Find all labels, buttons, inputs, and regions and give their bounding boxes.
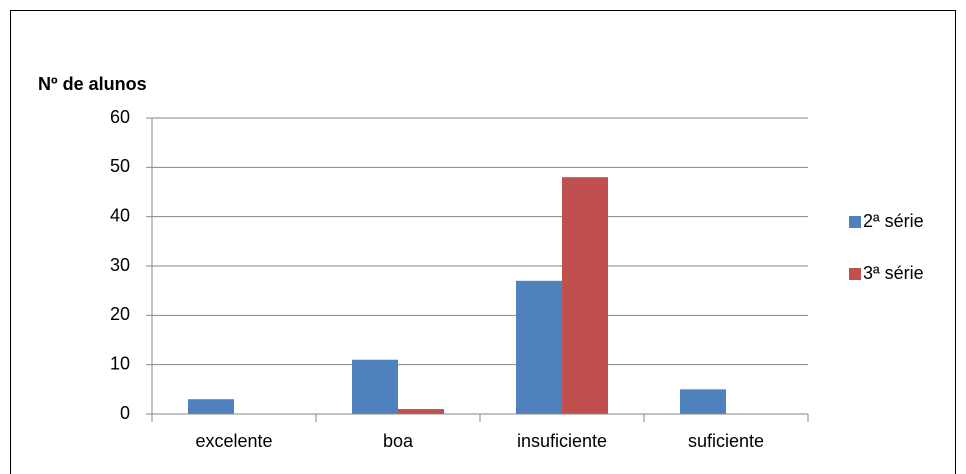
legend-label: 2ª série bbox=[863, 211, 924, 231]
y-tick-label: 30 bbox=[110, 255, 130, 275]
y-tick-label: 10 bbox=[110, 353, 130, 373]
y-tick-label: 40 bbox=[110, 205, 130, 225]
x-tick-label: suficiente bbox=[688, 431, 764, 451]
bar bbox=[398, 409, 444, 414]
legend-label: 3ª série bbox=[863, 263, 924, 283]
legend-swatch bbox=[849, 268, 861, 280]
chart-frame bbox=[10, 10, 956, 474]
x-tick-label: boa bbox=[383, 431, 414, 451]
bar bbox=[562, 177, 608, 414]
bar bbox=[680, 389, 726, 414]
y-tick-label: 50 bbox=[110, 156, 130, 176]
legend-swatch bbox=[849, 216, 861, 228]
y-tick-label: 0 bbox=[120, 403, 130, 423]
x-tick-label: excelente bbox=[195, 431, 272, 451]
bar bbox=[352, 359, 398, 414]
bar bbox=[516, 280, 562, 414]
y-tick-label: 60 bbox=[110, 107, 130, 127]
y-axis-label: Nº de alunos bbox=[38, 74, 147, 94]
bar bbox=[188, 399, 234, 414]
x-tick-label: insuficiente bbox=[517, 431, 607, 451]
y-tick-label: 20 bbox=[110, 304, 130, 324]
